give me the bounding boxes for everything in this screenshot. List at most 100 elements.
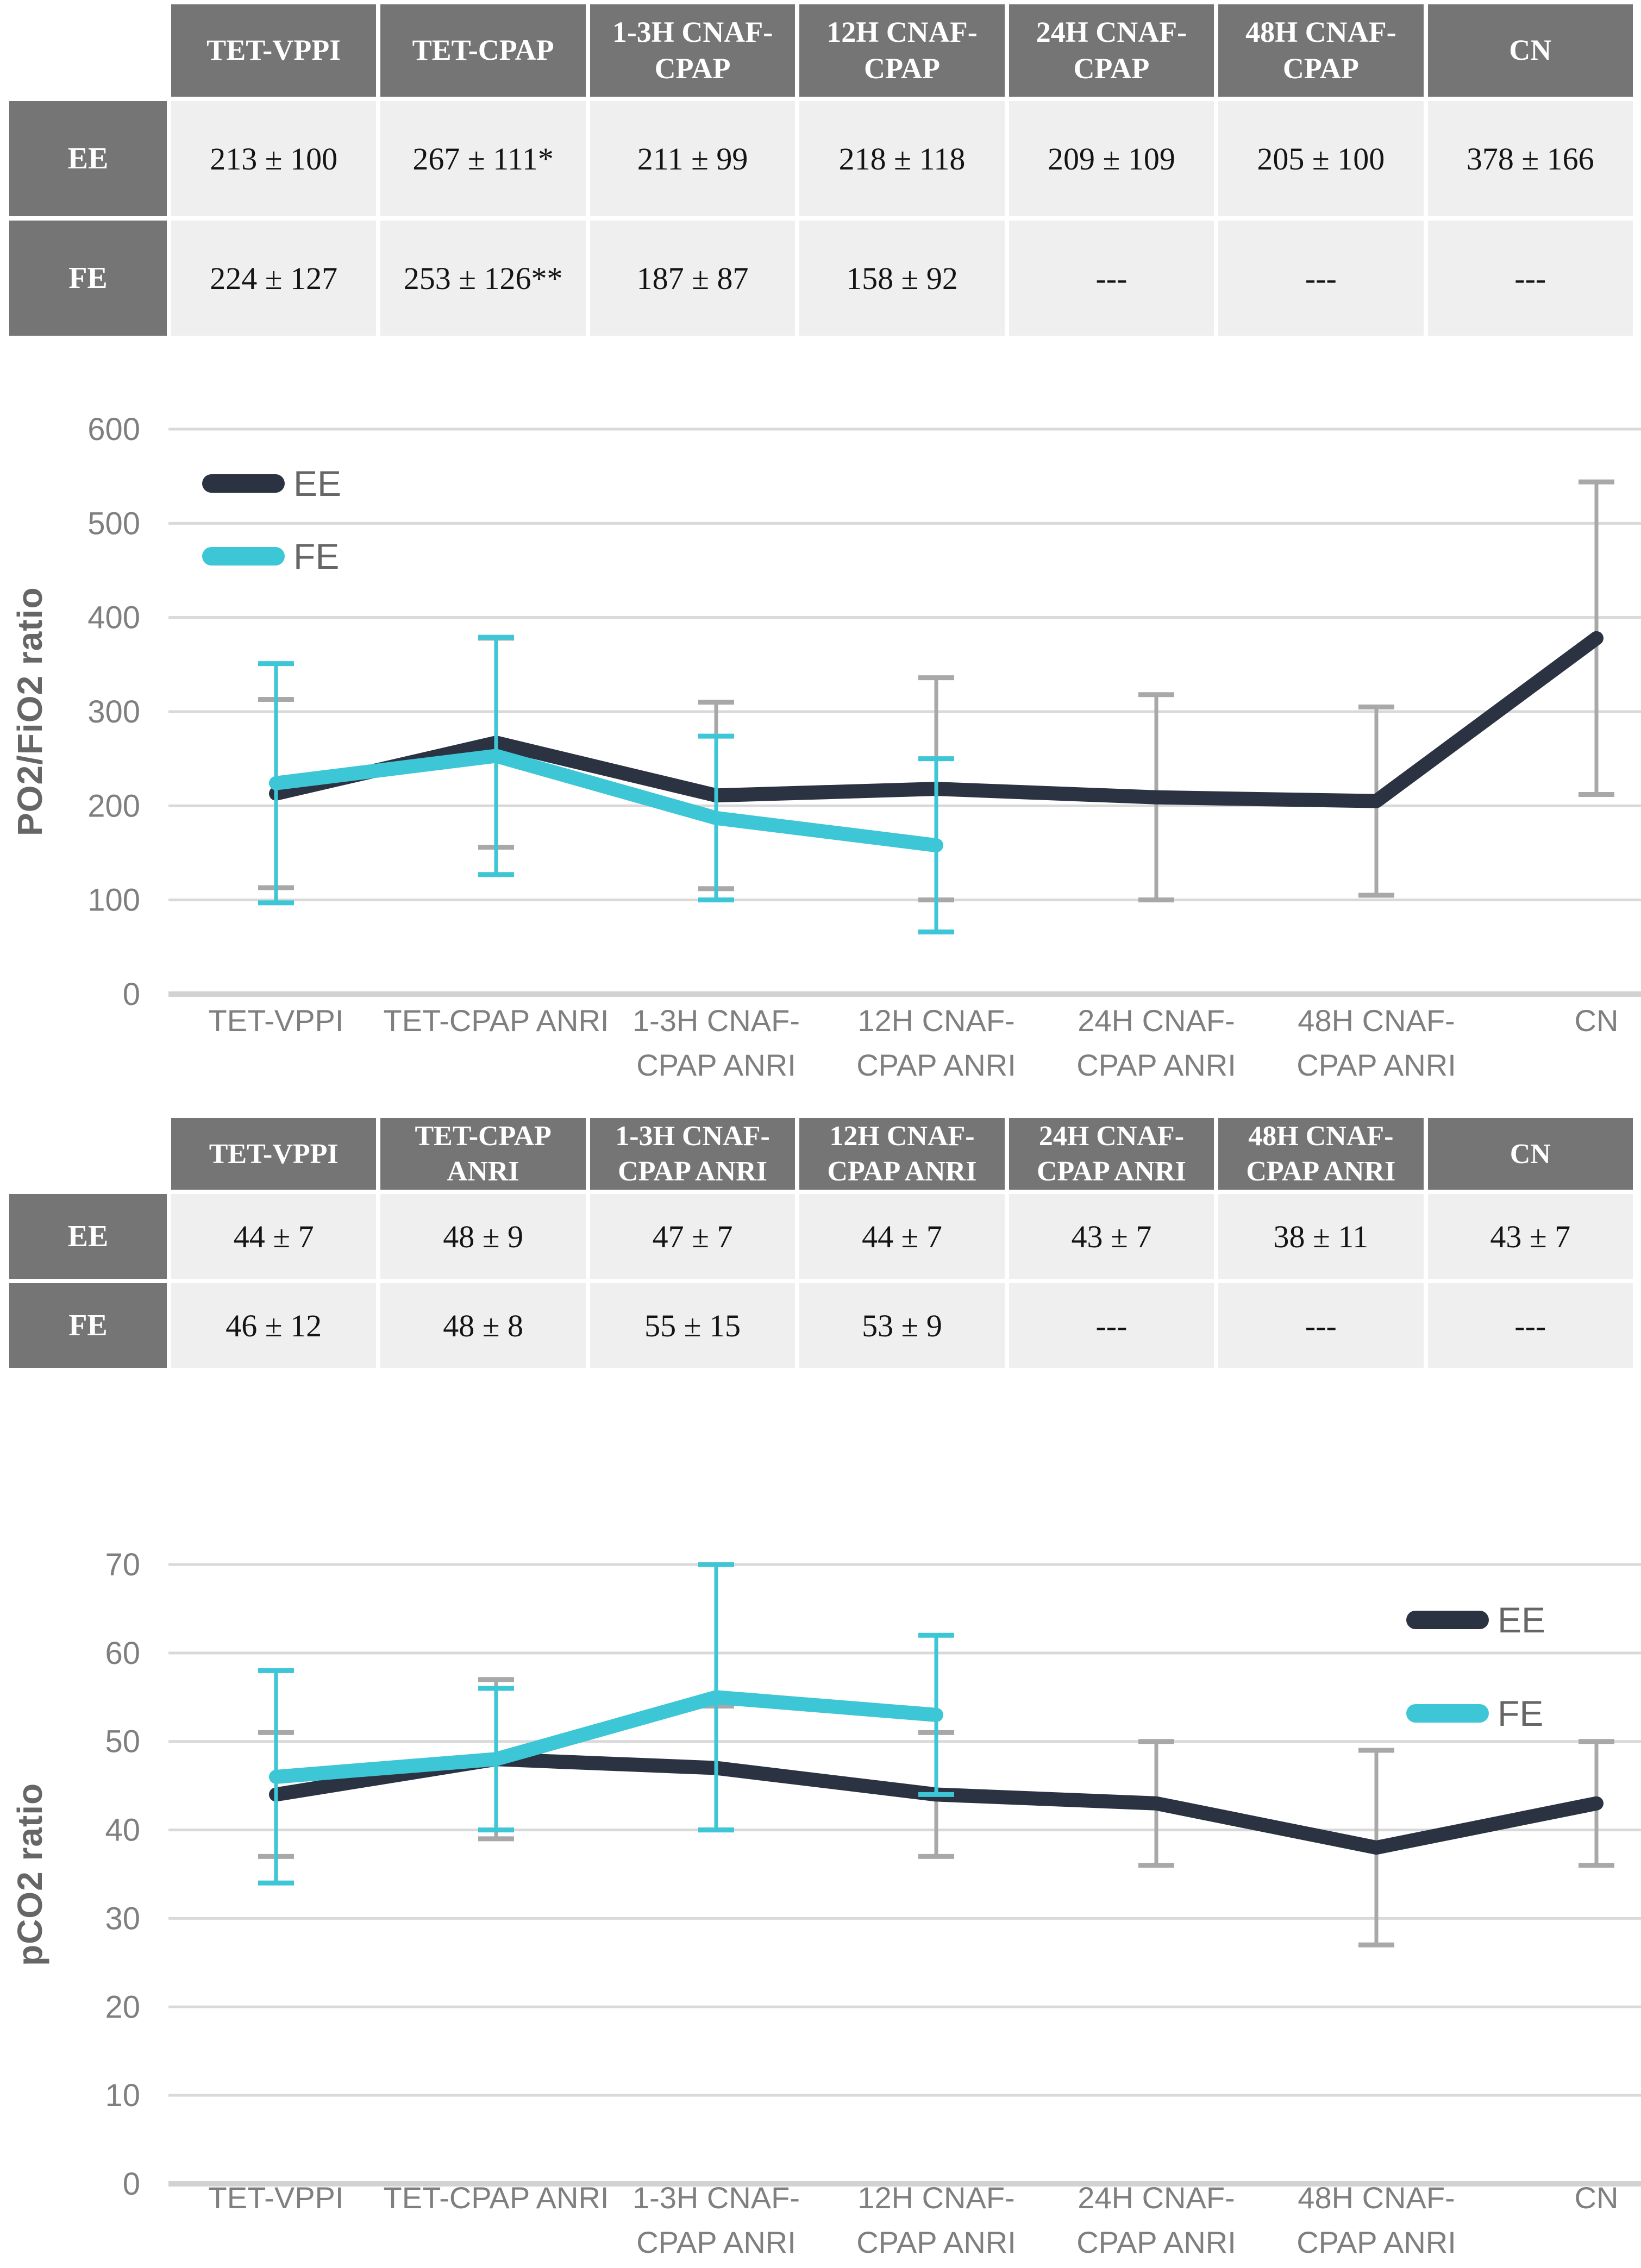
series-line-FE [269, 1690, 943, 1784]
x-category-label: TET-VPPI [209, 1003, 344, 1038]
x-category-label: CPAP ANRI [636, 1048, 796, 1082]
row-label: EE [9, 101, 167, 216]
table-cell: 46 ± 12 [171, 1283, 377, 1368]
y-tick-label: 40 [105, 1813, 140, 1848]
column-header: CN [1427, 4, 1633, 97]
y-tick-label: 70 [105, 1547, 140, 1582]
legend-swatch-FE [202, 547, 285, 566]
pco2-plot-area: 0 10 20 30 40 50 60 70 TET-VPPI TET-CPAP ANRI 1-3H… [105, 1547, 1641, 2259]
y-tick-label: 30 [105, 1901, 140, 1936]
column-header: TET-CPAP ANRI [380, 1118, 586, 1190]
table-cell: --- [1009, 221, 1214, 336]
legend-swatch-FE [1406, 1704, 1489, 1723]
table-cell: 38 ± 11 [1218, 1194, 1424, 1279]
series-line-FE [269, 749, 943, 853]
x-category-label: CPAP ANRI [856, 1048, 1016, 1082]
table-cell: 43 ± 7 [1427, 1194, 1633, 1279]
x-category-label: TET-CPAP ANRI [384, 1003, 609, 1038]
table-cell: 44 ± 7 [171, 1194, 377, 1279]
table-cell: --- [1427, 221, 1633, 336]
legend-label-EE: EE [1498, 1600, 1545, 1640]
legend-label-FE: FE [293, 536, 339, 576]
table-cell: 378 ± 166 [1427, 101, 1633, 216]
column-header: TET-VPPI [171, 1118, 377, 1190]
x-category-label: 48H CNAF- [1298, 2181, 1455, 2215]
y-tick-label: 200 [87, 788, 140, 824]
table-cell: 55 ± 15 [590, 1283, 796, 1368]
table-cell: 44 ± 7 [799, 1194, 1005, 1279]
table-cell: 48 ± 9 [380, 1194, 586, 1279]
table-cell: 205 ± 100 [1218, 101, 1424, 216]
y-tick-label: 0 [123, 977, 140, 1012]
table-cell: 48 ± 8 [380, 1283, 586, 1368]
table-cell: 224 ± 127 [171, 221, 377, 336]
x-category-label: 1-3H CNAF- [632, 1003, 800, 1038]
pco2-table: TET-VPPI TET-CPAP ANRI 1-3H CNAF- CPAP ANR… [9, 1118, 1633, 1368]
x-category-label: CN [1575, 2181, 1619, 2215]
x-category-label: 24H CNAF- [1078, 1003, 1235, 1038]
table-cell: 213 ± 100 [171, 101, 377, 216]
table-cell: 218 ± 118 [799, 101, 1005, 216]
table-cell: --- [1218, 1283, 1424, 1368]
x-category-label: 1-3H CNAF- [632, 2181, 800, 2215]
table-cell: 53 ± 9 [799, 1283, 1005, 1368]
x-category-label: CPAP ANRI [1076, 2225, 1236, 2259]
x-category-label: 48H CNAF- [1298, 1003, 1455, 1038]
table-cell: 187 ± 87 [590, 221, 796, 336]
row-label: EE [9, 1194, 167, 1279]
legend-label-EE: EE [293, 463, 341, 504]
y-tick-label: 50 [105, 1724, 140, 1760]
column-header: TET-CPAP [380, 4, 586, 97]
table-cell: 267 ± 111* [380, 101, 586, 216]
y-tick-label: 0 [123, 2166, 140, 2202]
legend-label-FE: FE [1498, 1693, 1543, 1733]
column-header: 24H CNAF- CPAP ANRI [1009, 1118, 1214, 1190]
table-cell: 43 ± 7 [1009, 1194, 1214, 1279]
row-label: FE [9, 221, 167, 336]
table-cell: --- [1009, 1283, 1214, 1368]
po2-fio2-chart: PO2/FiO2 ratio 0 100 200 300 400 500 600 TET-VP… [0, 348, 1641, 1103]
table-cell: 253 ± 126** [380, 221, 586, 336]
row-label: FE [9, 1283, 167, 1368]
corner-cell [9, 4, 167, 97]
legend-swatch-EE [202, 474, 285, 493]
y-tick-label: 500 [87, 506, 140, 541]
x-category-label: TET-VPPI [209, 2181, 344, 2215]
column-header: 1-3H CNAF- CPAP ANRI [590, 1118, 796, 1190]
table-cell: 209 ± 109 [1009, 101, 1214, 216]
column-header: CN [1427, 1118, 1633, 1190]
column-header: 24H CNAF- CPAP [1009, 4, 1214, 97]
legend-swatch-EE [1406, 1611, 1489, 1629]
column-header: 12H CNAF- CPAP [799, 4, 1005, 97]
x-category-label: 24H CNAF- [1078, 2181, 1235, 2215]
x-category-label: CPAP ANRI [1076, 1048, 1236, 1082]
column-header: 48H CNAF- CPAP [1218, 4, 1424, 97]
x-category-label: CPAP ANRI [636, 2225, 796, 2259]
x-category-label: TET-CPAP ANRI [384, 2181, 609, 2215]
table-cell: --- [1427, 1283, 1633, 1368]
x-category-label: CN [1575, 1003, 1619, 1038]
table-cell: --- [1218, 221, 1424, 336]
column-header: 1-3H CNAF- CPAP [590, 4, 796, 97]
table-cell: 211 ± 99 [590, 101, 796, 216]
x-category-label: CPAP ANRI [856, 2225, 1016, 2259]
y-tick-label: 60 [105, 1636, 140, 1671]
y-tick-label: 400 [87, 600, 140, 636]
column-header: 48H CNAF- CPAP ANRI [1218, 1118, 1424, 1190]
x-category-label: CPAP ANRI [1296, 1048, 1456, 1082]
x-category-label: 12H CNAF- [857, 2181, 1014, 2215]
x-category-label: 12H CNAF- [857, 1003, 1014, 1038]
y-tick-label: 600 [87, 412, 140, 447]
y-tick-label: 10 [105, 2078, 140, 2113]
corner-cell [9, 1118, 167, 1190]
x-category-label: CPAP ANRI [1296, 2225, 1456, 2259]
column-header: 12H CNAF- CPAP ANRI [799, 1118, 1005, 1190]
column-header: TET-VPPI [171, 4, 377, 97]
table-cell: 158 ± 92 [799, 221, 1005, 336]
y-tick-label: 20 [105, 1989, 140, 2025]
table-cell: 47 ± 7 [590, 1194, 796, 1279]
y-tick-label: 100 [87, 883, 140, 918]
po2-fio2-table: TET-VPPI TET-CPAP 1-3H CNAF- CPAP 12H CNAF-… [9, 4, 1633, 336]
y-tick-label: 300 [87, 694, 140, 730]
